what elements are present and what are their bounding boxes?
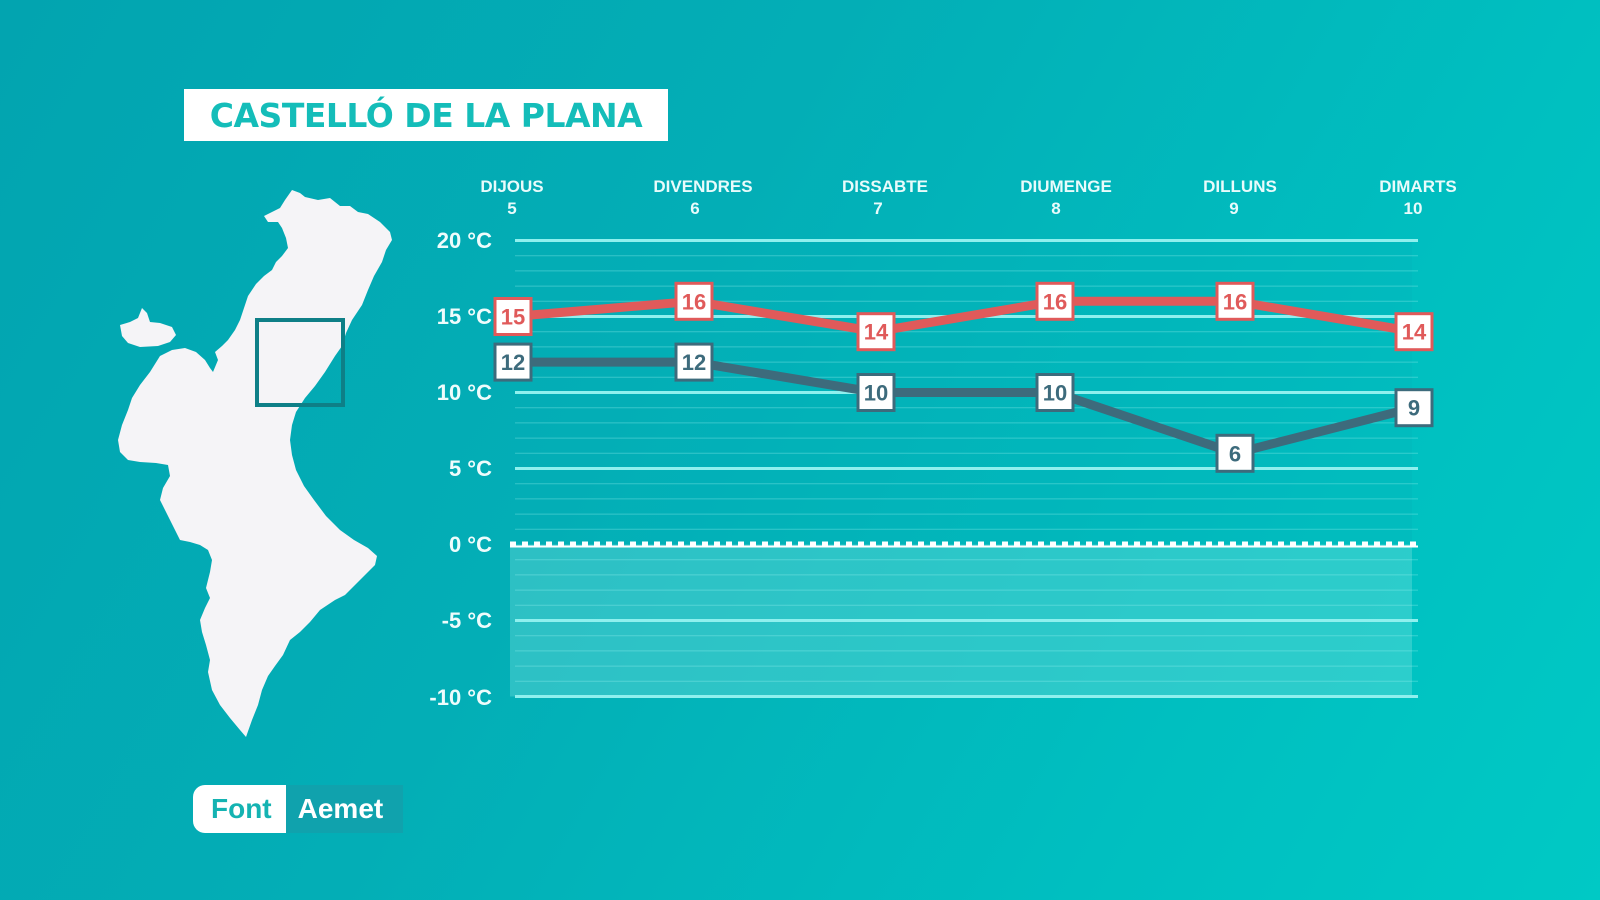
max-temp-marker <box>1035 281 1075 321</box>
y-tick-label: 10 °C <box>436 380 492 405</box>
day-name: DIVENDRES <box>653 177 753 196</box>
y-tick-label: -5 °C <box>441 608 492 633</box>
y-tick-label: 5 °C <box>448 456 492 481</box>
map-highlight-box <box>255 318 345 407</box>
y-tick-label: 0 °C <box>448 532 492 557</box>
y-tick-label: 15 °C <box>436 304 492 329</box>
source-badge: Font Aemet <box>193 785 404 833</box>
day-header-5: DIMARTS 10 <box>1338 176 1498 220</box>
min-temp-marker <box>1215 433 1255 473</box>
max-temp-value: 14 <box>864 320 889 345</box>
min-temp-value: 10 <box>864 381 888 406</box>
min-temp-marker <box>493 342 533 382</box>
max-temp-marker <box>674 281 714 321</box>
max-temp-value: 16 <box>682 289 706 314</box>
region-map <box>118 190 392 737</box>
source-label: Font <box>193 785 286 833</box>
max-temp-marker <box>1215 281 1255 321</box>
min-temp-value: 6 <box>1229 441 1241 466</box>
day-header-0: DIJOUS 5 <box>432 176 592 220</box>
min-temp-value: 12 <box>501 350 525 375</box>
min-temp-value: 10 <box>1043 381 1067 406</box>
day-name: DIJOUS <box>480 177 544 196</box>
map-region-shape <box>118 190 392 737</box>
min-temp-marker <box>856 373 896 412</box>
day-date: 10 <box>1403 199 1423 218</box>
day-date: 6 <box>690 199 700 218</box>
day-date: 5 <box>507 199 517 218</box>
y-tick-label: 20 °C <box>436 228 492 253</box>
max-temp-marker <box>1394 312 1434 352</box>
max-temp-marker <box>493 297 533 336</box>
min-temp-value: 9 <box>1408 396 1420 421</box>
day-header-2: DISSABTE 7 <box>805 176 965 220</box>
day-name: DIMARTS <box>1379 177 1457 196</box>
max-temp-value: 16 <box>1223 289 1247 314</box>
max-temp-marker <box>856 312 896 352</box>
day-name: DILLUNS <box>1203 177 1277 196</box>
min-temp-line <box>513 357 1416 458</box>
max-temp-value: 16 <box>1043 289 1067 314</box>
min-temp-value: 12 <box>682 350 706 375</box>
max-temp-value: 14 <box>1402 320 1427 345</box>
max-temp-line <box>512 296 1415 337</box>
source-value: Aemet <box>285 785 404 833</box>
title-box: CASTELLÓ DE LA PLANA <box>184 89 668 141</box>
max-temp-value: 15 <box>501 305 525 330</box>
day-date: 9 <box>1229 199 1239 218</box>
page-title: CASTELLÓ DE LA PLANA <box>209 95 643 135</box>
map-enclave-shape <box>120 308 176 347</box>
day-name: DISSABTE <box>842 177 928 196</box>
day-header-3: DIUMENGE 8 <box>986 176 1146 220</box>
min-temp-marker <box>674 342 714 382</box>
min-temp-marker <box>1394 388 1434 428</box>
day-date: 8 <box>1051 199 1061 218</box>
day-header-1: DIVENDRES 6 <box>623 176 783 220</box>
min-temp-marker <box>1035 373 1075 412</box>
day-name: DIUMENGE <box>1020 177 1112 196</box>
y-tick-label: -10 °C <box>429 685 492 710</box>
day-header-4: DILLUNS 9 <box>1160 176 1320 220</box>
day-date: 7 <box>873 199 883 218</box>
